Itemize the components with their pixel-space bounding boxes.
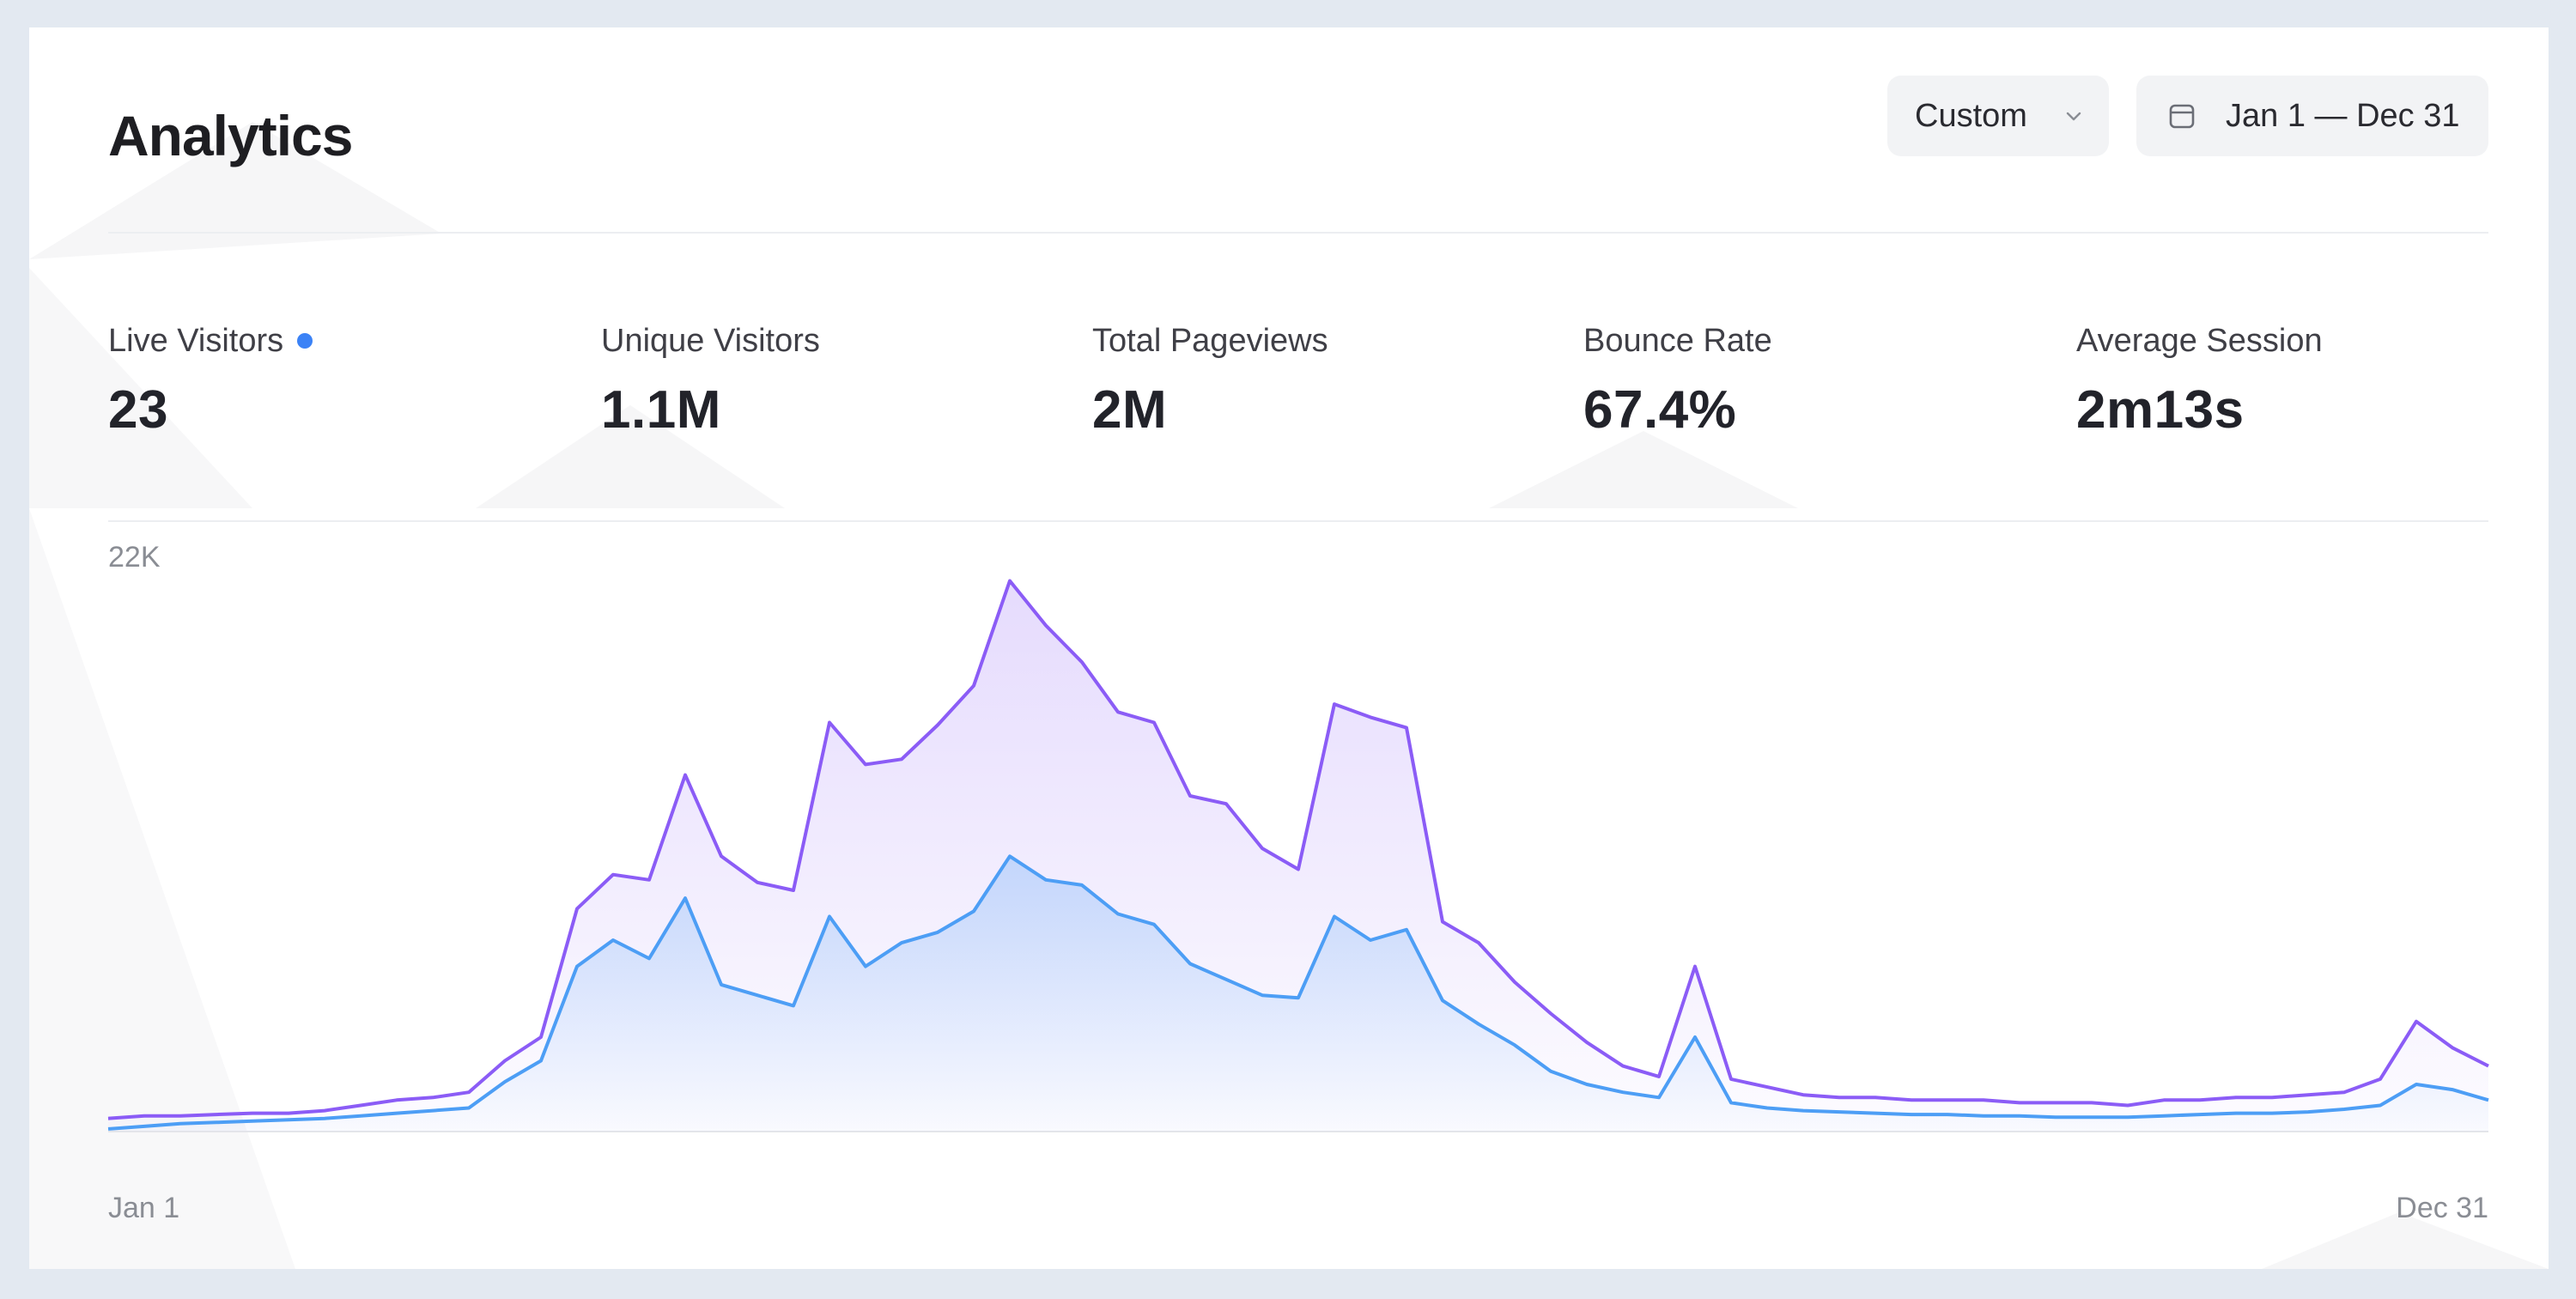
metric-unique-visitors: Unique Visitors 1.1M — [601, 319, 820, 440]
calendar-icon — [2169, 104, 2195, 129]
pageviews-series-line — [107, 579, 2489, 1120]
visitors-area — [108, 856, 2488, 1132]
range-select-value: Custom — [1915, 97, 2027, 134]
metric-label: Unique Visitors — [601, 322, 820, 359]
metrics-divider — [108, 520, 2488, 522]
metric-value: 67.4% — [1583, 380, 1737, 440]
metric-value: 23 — [108, 380, 168, 440]
x-end-label: Dec 31 — [2396, 1192, 2488, 1224]
background-decoration — [29, 122, 2549, 1269]
traffic-chart: 22K Jan 1 Dec 31 — [107, 541, 2489, 1224]
metric-bounce-rate: Bounce Rate 67.4% — [1583, 319, 1772, 440]
metric-total-pageviews: Total Pageviews 2M — [1092, 319, 1328, 440]
live-indicator-dot — [297, 333, 313, 349]
range-select[interactable]: Custom — [1887, 76, 2109, 156]
metric-value: 2M — [1092, 380, 1168, 440]
metric-value: 2m13s — [2076, 380, 2245, 440]
metric-live-visitors: Live Visitors 23 — [108, 319, 313, 440]
metric-label: Bounce Rate — [1583, 322, 1772, 359]
metric-value: 1.1M — [601, 380, 721, 440]
date-range-button[interactable]: Jan 1 — Dec 31 — [2136, 76, 2488, 156]
y-max-label: 22K — [108, 541, 161, 574]
analytics-card: Analytics Custom Jan 1 — Dec 31 Live Vis… — [29, 27, 2549, 1269]
metric-average-session: Average Session 2m13s — [2076, 319, 2323, 440]
chevron-down-icon — [2066, 112, 2081, 121]
page-title: Analytics — [108, 104, 353, 167]
metric-label: Average Session — [2076, 322, 2323, 359]
date-range-label: Jan 1 — Dec 31 — [2226, 97, 2460, 134]
metric-label: Live Visitors — [108, 319, 313, 362]
metric-label: Total Pageviews — [1092, 322, 1328, 359]
header-divider — [108, 232, 2488, 234]
x-start-label: Jan 1 — [108, 1192, 179, 1224]
visitors-series-line — [107, 854, 2489, 1131]
